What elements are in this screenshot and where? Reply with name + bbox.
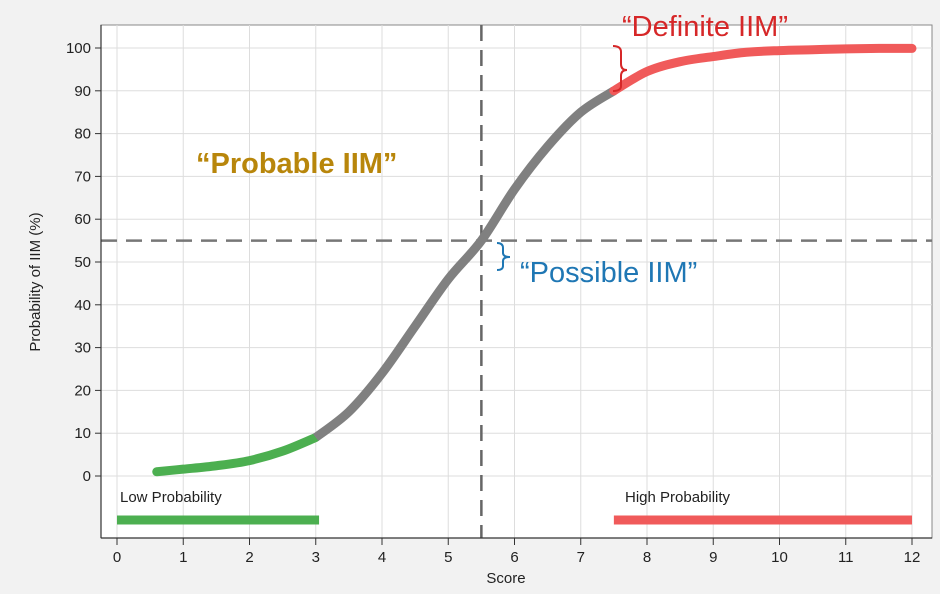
y-tick-label: 60 [74,211,91,228]
plot-area [100,24,933,539]
y-tick-label: 90 [74,83,91,100]
x-axis-title: Score [486,570,525,587]
curve-segment [312,86,617,442]
x-tick-label: 12 [904,549,921,566]
y-tick-label: 50 [74,254,91,271]
y-tick-label: 80 [74,126,91,143]
band-label: Low Probability [120,489,222,506]
x-tick-label: 1 [179,549,187,566]
y-tick-label: 0 [83,468,91,485]
annotations: “Definite IIM” “Probable IIM” “Possible II… [196,11,788,289]
x-tick-label: 6 [510,549,518,566]
x-tick-label: 7 [577,549,585,566]
grid [101,25,932,538]
y-tick-label: 20 [74,382,91,399]
y-tick-label: 100 [66,40,91,57]
x-tick-label: 8 [643,549,651,566]
x-tick-label: 2 [245,549,253,566]
curve-segment [152,432,321,477]
possible-iim-bracket [496,242,511,271]
definite-iim-bracket [612,45,628,92]
x-tick-label: 4 [378,549,386,566]
x-tick-label: 9 [709,549,717,566]
x-tick-label: 11 [838,549,854,566]
probability-curve [152,43,917,477]
x-tick-label: 10 [771,549,788,566]
x-tick-label: 5 [444,549,452,566]
curve-segment [609,43,917,96]
x-tick-label: 3 [312,549,320,566]
y-tick-label: 40 [74,297,91,314]
possible-iim-label: “Possible IIM” [520,257,697,289]
y-tick-label: 70 [74,168,91,185]
y-tick-label: 30 [74,340,91,357]
probability-bands: Low Probability High Probability [117,489,912,525]
definite-iim-label: “Definite IIM” [622,11,788,43]
x-tick-label: 0 [113,549,121,566]
y-tick-label: 10 [74,425,91,442]
band-label: High Probability [625,489,731,506]
reference-lines [101,25,932,538]
probable-iim-label: “Probable IIM” [196,148,397,180]
y-axis-title: Probability of IIM (%) [27,212,44,351]
